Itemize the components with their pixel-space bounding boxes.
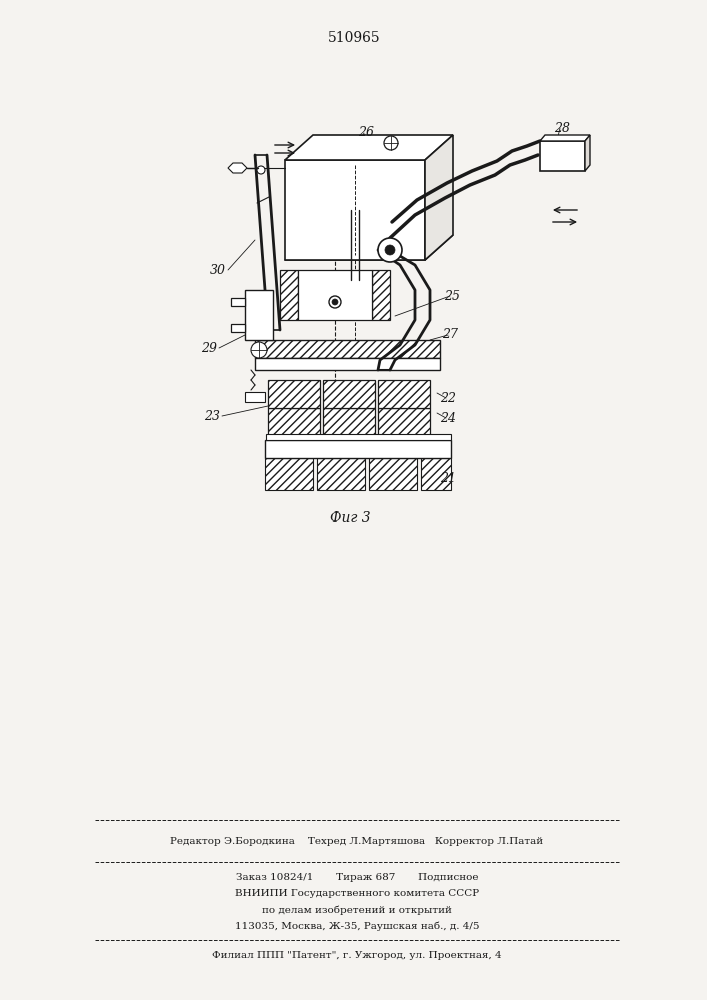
Bar xyxy=(266,434,451,440)
Text: 21: 21 xyxy=(440,472,456,485)
Bar xyxy=(231,324,245,332)
Bar xyxy=(317,458,365,490)
Text: ВНИИПИ Государственного комитета СССР: ВНИИПИ Государственного комитета СССР xyxy=(235,890,479,898)
Bar xyxy=(255,358,440,370)
Bar xyxy=(231,298,245,306)
Text: 28: 28 xyxy=(554,121,570,134)
Polygon shape xyxy=(285,235,453,260)
Polygon shape xyxy=(228,163,247,173)
Bar xyxy=(323,408,375,436)
Text: Филиал ППП "Патент", г. Ужгород, ул. Проектная, 4: Филиал ППП "Патент", г. Ужгород, ул. Про… xyxy=(212,952,502,960)
Bar xyxy=(323,380,375,408)
Text: Заказ 10824/1       Тираж 687       Подписное: Заказ 10824/1 Тираж 687 Подписное xyxy=(235,874,478,882)
Text: 510965: 510965 xyxy=(327,31,380,45)
Bar xyxy=(369,458,417,490)
Text: 26: 26 xyxy=(358,126,374,139)
Circle shape xyxy=(257,166,265,174)
Text: по делам изобретений и открытий: по делам изобретений и открытий xyxy=(262,905,452,915)
Polygon shape xyxy=(585,135,590,171)
Polygon shape xyxy=(540,135,590,141)
Bar xyxy=(245,290,273,340)
Text: 29: 29 xyxy=(201,342,217,355)
Text: 30: 30 xyxy=(210,263,226,276)
Text: 25: 25 xyxy=(444,290,460,302)
Text: 27: 27 xyxy=(442,328,458,342)
Bar xyxy=(298,270,372,320)
Polygon shape xyxy=(425,135,453,260)
Circle shape xyxy=(332,299,338,305)
Circle shape xyxy=(251,342,267,358)
Text: 113035, Москва, Ж-35, Раушская наб., д. 4/5: 113035, Москва, Ж-35, Раушская наб., д. … xyxy=(235,921,479,931)
Bar xyxy=(421,458,451,490)
Bar xyxy=(280,270,298,320)
Text: 24: 24 xyxy=(440,412,456,424)
Bar xyxy=(268,408,320,436)
Bar xyxy=(245,392,265,402)
Bar xyxy=(285,160,425,260)
Bar xyxy=(265,440,451,458)
Bar xyxy=(540,141,585,171)
Bar xyxy=(378,380,430,408)
Text: Фиг 3: Фиг 3 xyxy=(329,511,370,525)
Text: Редактор Э.Бородкина    Техред Л.Мартяшова   Корректор Л.Патай: Редактор Э.Бородкина Техред Л.Мартяшова … xyxy=(170,838,544,846)
Circle shape xyxy=(384,136,398,150)
Text: 22: 22 xyxy=(440,391,456,404)
Bar xyxy=(255,340,440,358)
Bar xyxy=(268,380,320,408)
Circle shape xyxy=(385,245,395,255)
Circle shape xyxy=(329,296,341,308)
Bar xyxy=(265,458,313,490)
Bar xyxy=(372,270,390,320)
Polygon shape xyxy=(285,135,453,160)
Bar xyxy=(378,408,430,436)
Text: 23: 23 xyxy=(204,410,220,422)
Circle shape xyxy=(378,238,402,262)
